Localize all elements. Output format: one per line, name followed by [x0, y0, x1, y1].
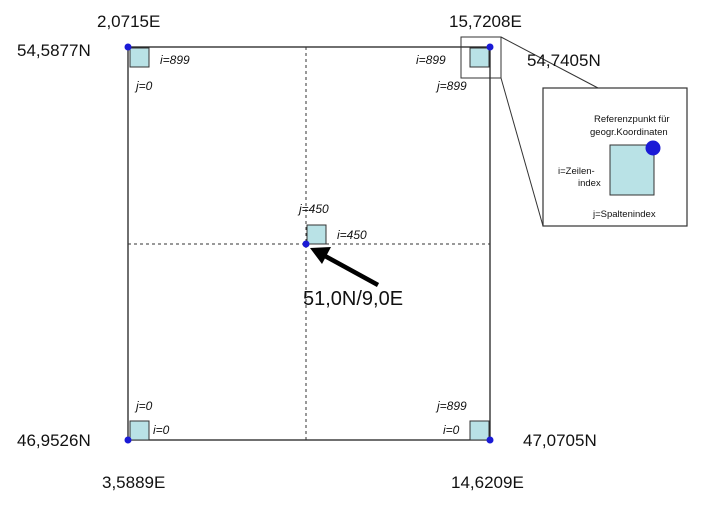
legend-title-line1: Referenzpunkt für — [594, 114, 670, 125]
bottom-left-lat: 46,9526N — [17, 431, 91, 450]
point-bottom-right — [486, 436, 494, 444]
point-top-right — [486, 43, 494, 51]
zoom-box — [460, 36, 502, 79]
zoom-line-top — [500, 36, 599, 89]
center-arrow-shaft — [323, 254, 380, 287]
top-right-j: j=899 — [435, 79, 467, 93]
bottom-left-j: j=0 — [134, 399, 153, 413]
cell-center — [306, 224, 327, 245]
bottom-right-lat: 47,0705N — [523, 431, 597, 450]
center-j: j=450 — [297, 202, 329, 216]
bottom-left-lon: 3,5889E — [102, 473, 165, 492]
point-center — [302, 240, 310, 248]
legend-cell — [609, 144, 655, 196]
legend-title-line2: geogr.Koordinaten — [590, 127, 668, 138]
cell-bottom-left — [129, 420, 150, 441]
top-left-lat: 54,5877N — [17, 41, 91, 60]
bottom-right-lon: 14,6209E — [451, 473, 524, 492]
top-left-lon: 2,0715E — [97, 12, 160, 31]
zoom-line-bottom — [500, 77, 544, 227]
legend-col-label: j=Spaltenindex — [592, 209, 656, 220]
center-arrow-head — [310, 247, 331, 264]
bottom-left-i: i=0 — [153, 423, 170, 437]
legend-reference-point — [645, 140, 661, 156]
legend-row-label-line2: index — [578, 178, 601, 189]
top-left-j: j=0 — [134, 79, 153, 93]
cell-bottom-right — [469, 420, 490, 441]
bottom-right-i: i=0 — [443, 423, 460, 437]
top-left-i: i=899 — [160, 53, 190, 67]
top-right-lon: 15,7208E — [449, 12, 522, 31]
legend-row-label-line1: i=Zeilen- — [558, 166, 595, 177]
cell-top-left — [129, 47, 150, 68]
point-bottom-left — [124, 436, 132, 444]
bottom-right-j: j=899 — [435, 399, 467, 413]
center-coordinate-label: 51,0N/9,0E — [303, 288, 403, 310]
point-top-left — [124, 43, 132, 51]
cell-top-right — [469, 47, 490, 68]
top-right-lat: 54,7405N — [527, 51, 601, 70]
center-i: i=450 — [337, 228, 367, 242]
top-right-i: i=899 — [416, 53, 446, 67]
